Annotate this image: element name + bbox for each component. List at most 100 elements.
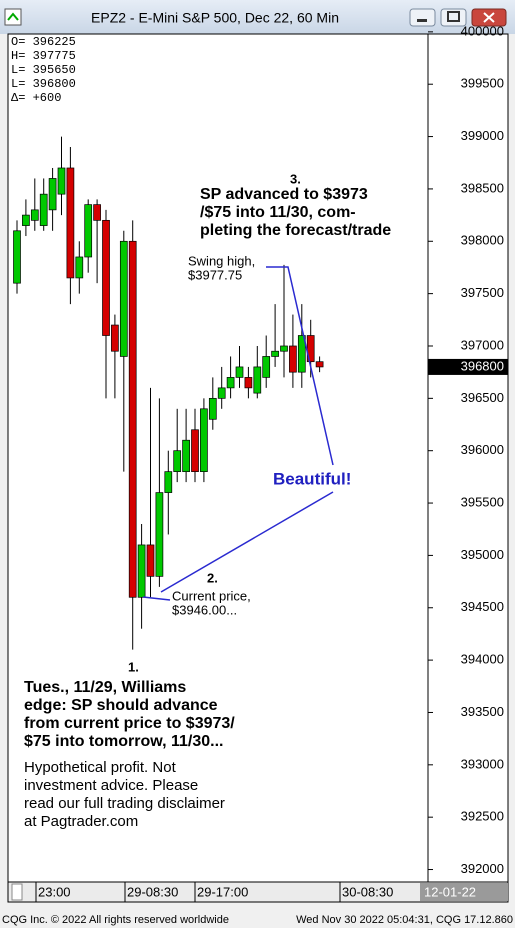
candle-body (244, 377, 253, 389)
y-tick-label: 398000 (461, 233, 504, 248)
plot-content (13, 136, 324, 650)
candle-body (297, 335, 306, 373)
candle-body (315, 361, 324, 368)
candle-body (75, 256, 84, 279)
candle-body (173, 450, 182, 472)
x-tick-label: 30-08:30 (342, 884, 393, 899)
candle-body (93, 204, 101, 221)
candle-body (191, 429, 199, 472)
y-tick-label: 393000 (461, 756, 504, 771)
candle-body (102, 219, 110, 336)
candle-body (39, 193, 48, 226)
annotation: 3. (290, 171, 301, 186)
candle-body (208, 397, 217, 420)
ohlc-info: L= 395650 (11, 63, 76, 77)
y-tick-label: 393500 (461, 704, 504, 719)
candle-body (155, 492, 164, 577)
y-tick-label: 394500 (461, 599, 504, 614)
close-glyph (483, 12, 495, 23)
ohlc-info: O= 396225 (11, 35, 76, 49)
annotation: Hypothetical profit. Not (24, 759, 177, 776)
annotation: from current price to $3973/ (24, 715, 235, 732)
window-icon (4, 8, 22, 26)
candle-body (271, 350, 279, 357)
candle-body (66, 167, 75, 279)
ohlc-info: H= 397775 (11, 49, 76, 63)
annotation: Tues., 11/29, Williams (24, 679, 186, 696)
y-tick-label: 395500 (461, 494, 504, 509)
annotation: pleting the forecast/trade (200, 222, 391, 239)
y-tick-label: 397000 (461, 337, 504, 352)
maximize-glyph (447, 11, 460, 22)
ohlc-info: L= 396800 (11, 77, 76, 91)
annotation: Swing high, (188, 253, 255, 268)
y-tick-label: 392000 (461, 861, 504, 876)
y-tick-label: 396500 (461, 390, 504, 405)
candle-body (235, 366, 244, 378)
candle-body (226, 377, 235, 389)
scroll-handle[interactable] (11, 883, 23, 901)
price-axis (427, 33, 509, 883)
footer-left: CQG Inc. © 2022 All rights reserved worl… (2, 914, 229, 926)
ohlc-info: Δ= +600 (11, 91, 61, 105)
y-tick-label: 396000 (461, 442, 504, 457)
annotation: Beautiful! (273, 469, 351, 488)
annotation: edge: SP should advance (24, 697, 218, 714)
annotation: 1. (128, 659, 139, 674)
candle-body (262, 356, 271, 378)
y-tick-label: 399500 (461, 76, 504, 91)
annotation: 2. (207, 570, 218, 585)
y-tick-label: 394000 (461, 652, 504, 667)
y-tick-label: 397500 (461, 285, 504, 300)
candle-body (164, 471, 173, 493)
y-tick-label: 400000 (461, 23, 504, 38)
plot-area (7, 33, 429, 883)
candle-body (48, 178, 57, 211)
candle-body (253, 366, 262, 394)
x-tick-label: 29-17:00 (197, 884, 248, 899)
annotation: read our full trading disclaimer (24, 795, 225, 812)
candle-body (280, 345, 288, 352)
candle-body (22, 214, 30, 226)
candle-body (57, 167, 66, 195)
footer-right: Wed Nov 30 2022 05:04:31, CQG 17.12.860 (296, 914, 513, 926)
window-icon-glyph (7, 12, 19, 21)
candle-body (84, 204, 93, 258)
x-tick-label: 12-01-22 (424, 884, 476, 899)
y-tick-label: 398500 (461, 180, 504, 195)
minimize-glyph (417, 19, 427, 22)
candle-body (137, 544, 146, 598)
chart-title: EPZ2 - E-Mini S&P 500, Dec 22, 60 Min (91, 10, 339, 26)
annotation: /$75 into 11/30, com- (200, 204, 356, 221)
annotation-line (142, 596, 171, 601)
window-buttons (409, 8, 507, 27)
annotation: $3946.00... (172, 602, 237, 617)
x-tick-label: 23:00 (38, 884, 71, 899)
annotation: investment advice. Please (24, 777, 198, 794)
candle-body (111, 324, 119, 352)
date-box (420, 883, 508, 901)
candle-body (146, 544, 155, 577)
minimize-button[interactable] (409, 8, 436, 27)
candle-body (30, 209, 39, 221)
y-tick-label: 395000 (461, 547, 504, 562)
annotation: $75 into tomorrow, 11/30... (24, 733, 223, 750)
annotation: Current price, (172, 588, 251, 603)
candle-body (13, 230, 21, 284)
annotation-line (266, 266, 334, 466)
last-price-box (428, 358, 508, 375)
y-tick-label: 399000 (461, 128, 504, 143)
candle-body (128, 240, 137, 598)
x-tick-label: 29-08:30 (127, 884, 178, 899)
annotation: $3977.75 (188, 267, 242, 282)
y-tick-label: 392500 (461, 809, 504, 824)
candle-body (119, 240, 128, 357)
candle-body (289, 345, 297, 373)
annotation: SP advanced to $3973 (200, 186, 368, 203)
candle-body (182, 439, 190, 472)
candle-body (200, 408, 208, 472)
annotation: at Pagtrader.com (24, 813, 138, 830)
last-price-label: 396800 (461, 358, 504, 373)
